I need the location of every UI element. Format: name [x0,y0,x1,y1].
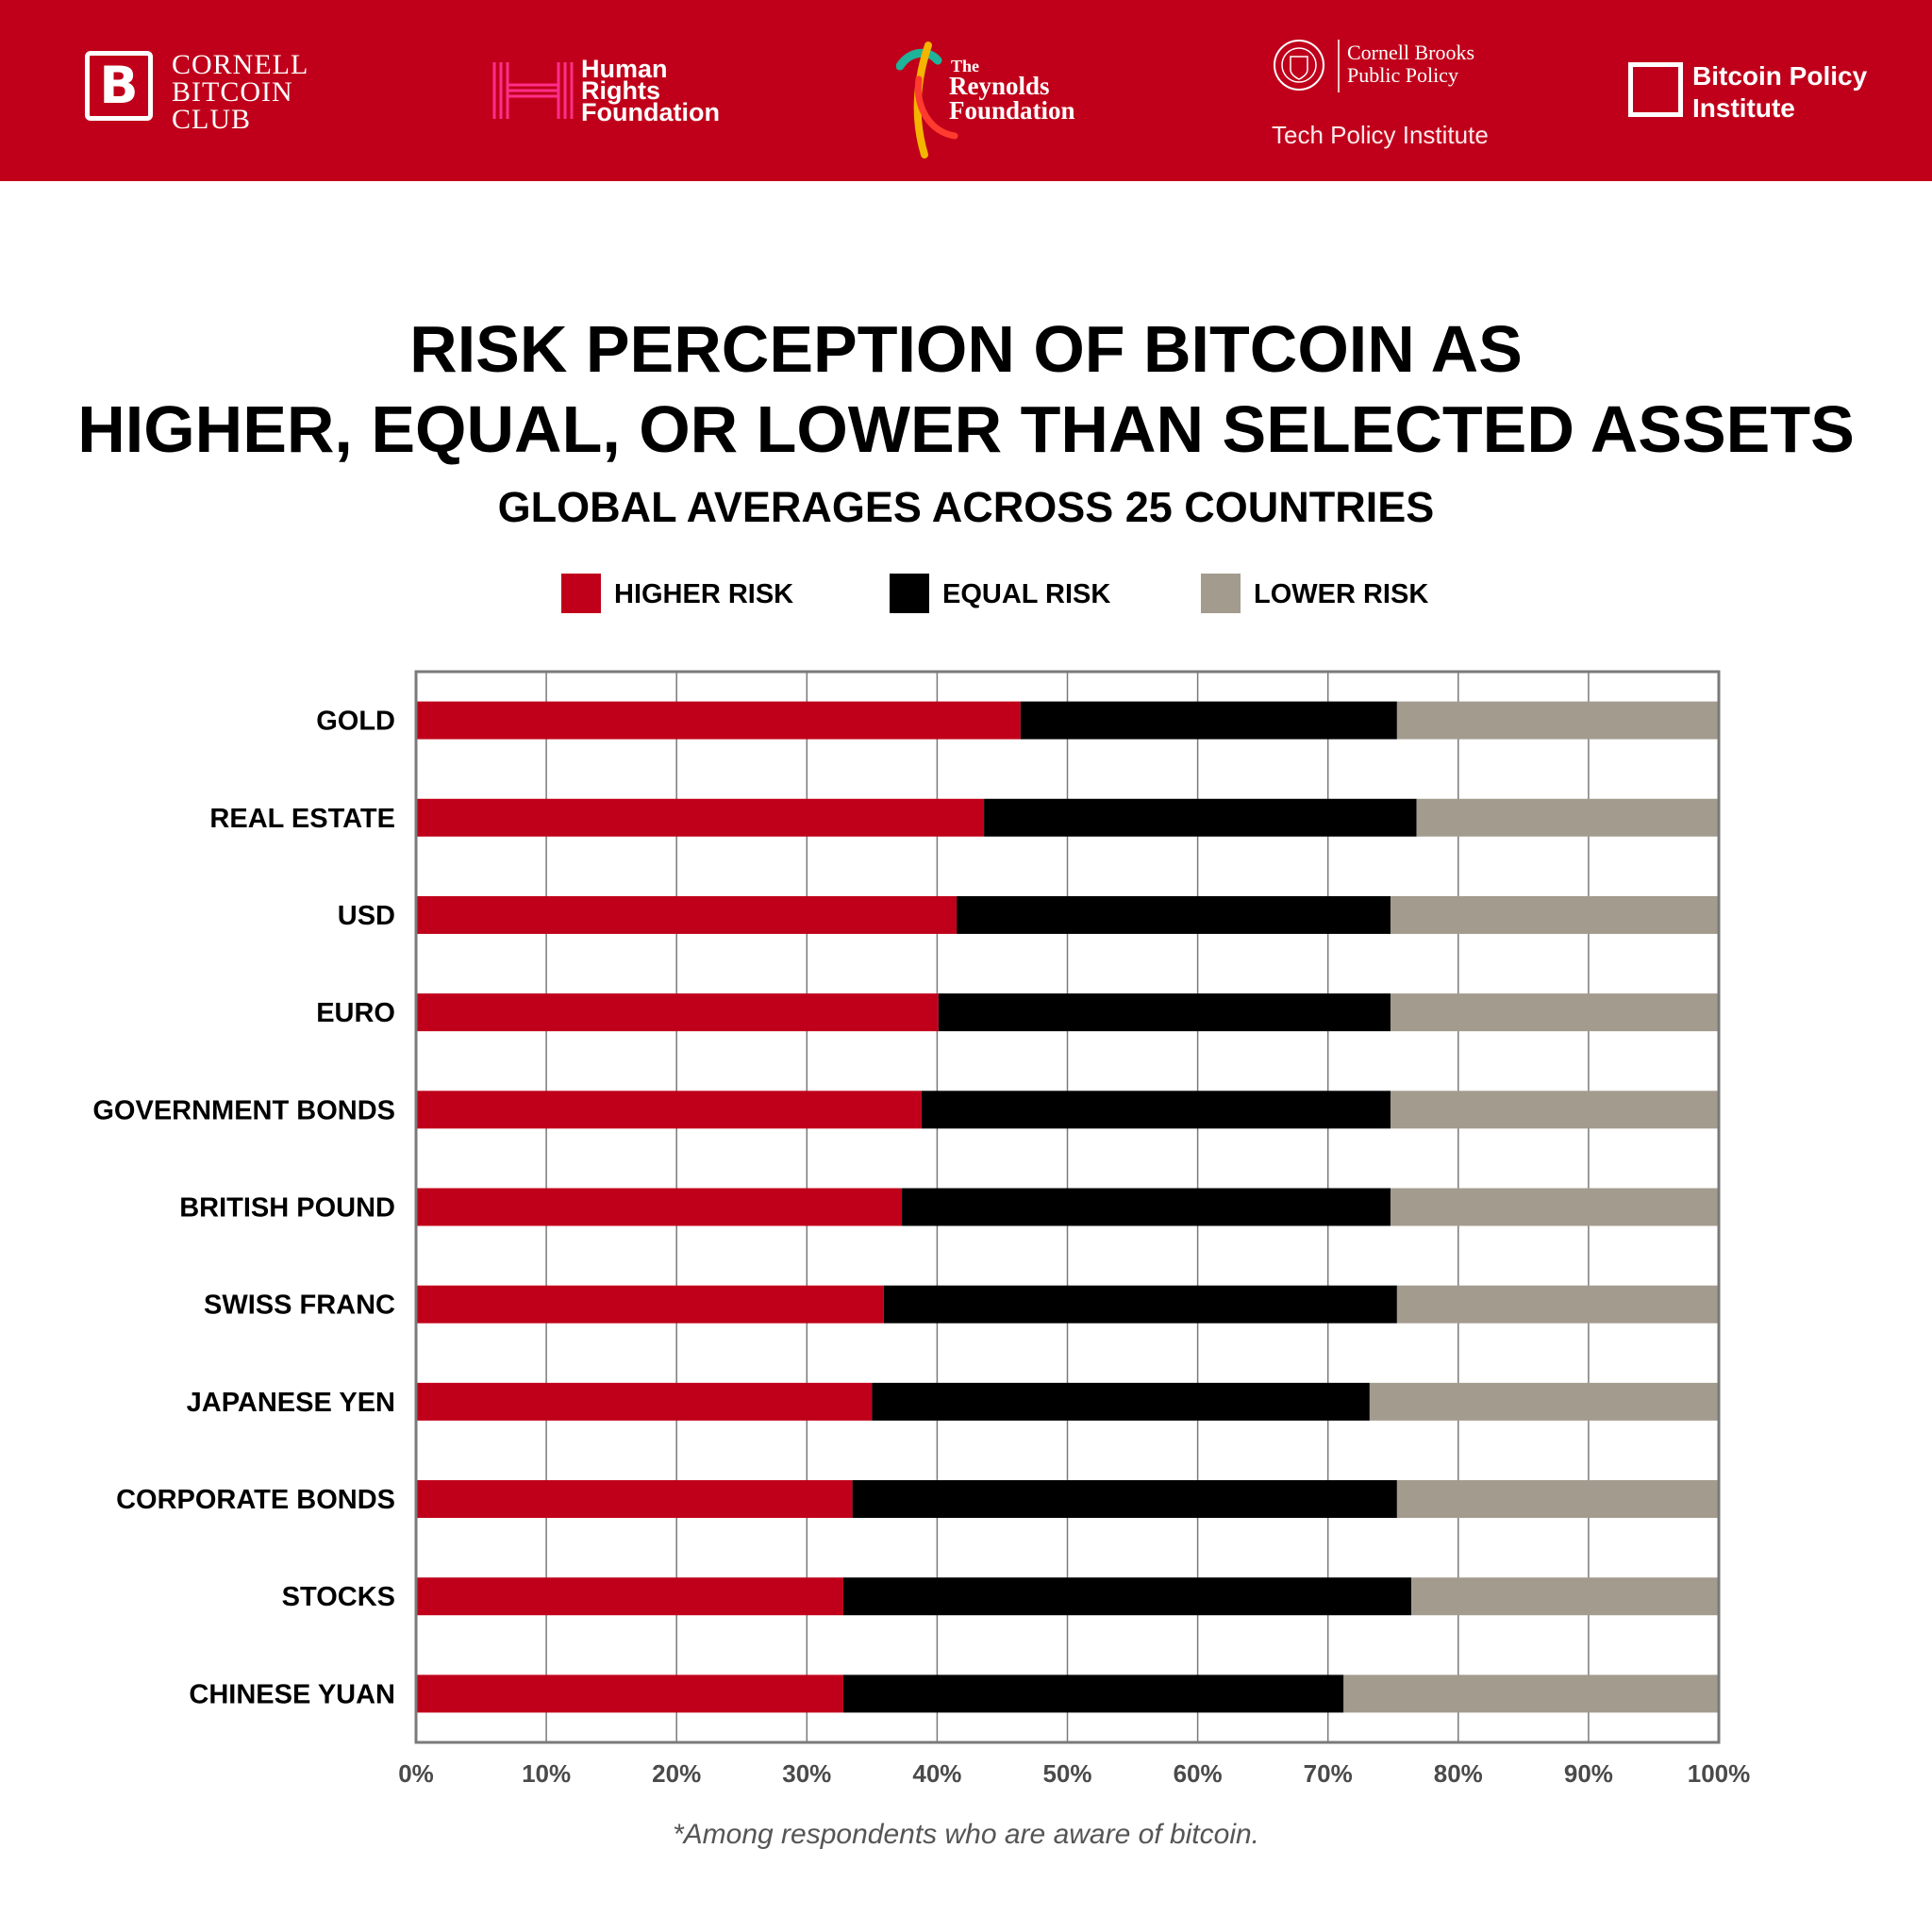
bar-chinese-yuan-higher-risk [416,1674,843,1713]
bar-corporate-bonds-higher-risk [416,1480,853,1519]
x-tick-label: 30% [782,1759,831,1788]
x-tick-label: 100% [1688,1759,1751,1788]
bar-government-bonds-equal-risk [921,1091,1391,1129]
bar-corporate-bonds-lower-risk [1396,1480,1719,1519]
x-tick-label: 80% [1434,1759,1483,1788]
human-rights-foundation-name: Human Rights Foundation [581,55,720,126]
bar-real-estate-equal-risk [984,798,1417,837]
hrf-h-icon [492,62,574,119]
bar-swiss-franc-higher-risk [416,1285,884,1324]
bar-swiss-franc-equal-risk [883,1285,1397,1324]
bar-usd-lower-risk [1390,895,1719,934]
category-label: BRITISH POUND [179,1193,395,1224]
brooks-divider [1338,40,1340,92]
bar-stocks-lower-risk [1411,1577,1719,1616]
category-label: SWISS FRANC [204,1291,395,1321]
bar-japanese-yen-equal-risk [872,1382,1370,1421]
footnote: *Among respondents who are aware of bitc… [672,1819,1260,1850]
x-tick-label: 60% [1174,1759,1223,1788]
bar-japanese-yen-lower-risk [1369,1382,1719,1421]
bar-euro-equal-risk [938,993,1391,1032]
square-outline-icon [1628,62,1683,117]
legend-swatch-higher-risk [561,574,601,613]
bar-swiss-franc-lower-risk [1396,1285,1719,1324]
cornell-brooks-name: Cornell Brooks Public Policy [1347,41,1475,87]
bar-british-pound-higher-risk [416,1188,903,1226]
bar-british-pound-equal-risk [902,1188,1391,1226]
category-label: CHINESE YUAN [189,1679,395,1709]
category-label: REAL ESTATE [209,804,395,834]
category-label: JAPANESE YEN [187,1388,395,1418]
bar-chinese-yuan-equal-risk [842,1674,1344,1713]
x-tick-label: 50% [1042,1759,1091,1788]
ribbon-icon [896,42,958,158]
cornell-seal-icon [1274,40,1324,91]
bar-stocks-equal-risk [842,1577,1412,1616]
legend-swatch-lower-risk [1201,574,1241,613]
bar-government-bonds-higher-risk [416,1091,922,1129]
bar-usd-equal-risk [957,895,1391,934]
bar-real-estate-lower-risk [1416,798,1719,837]
bar-real-estate-higher-risk [416,798,985,837]
bar-gold-equal-risk [1020,701,1397,740]
x-tick-label: 70% [1304,1759,1353,1788]
legend-label-equal-risk: EQUAL RISK [942,579,1111,609]
bar-british-pound-lower-risk [1390,1188,1719,1226]
x-tick-label: 40% [912,1759,961,1788]
reynolds-the-label: The [951,57,980,75]
bar-euro-higher-risk [416,993,939,1032]
bar-usd-higher-risk [416,895,958,934]
bar-japanese-yen-higher-risk [416,1382,873,1421]
bitcoin-policy-institute-name: Bitcoin Policy Institute [1692,61,1868,123]
x-tick-label: 20% [652,1759,701,1788]
bar-corporate-bonds-equal-risk [852,1480,1397,1519]
category-label: GOVERNMENT BONDS [92,1095,395,1125]
legend-label-lower-risk: LOWER RISK [1254,579,1429,609]
category-label: CORPORATE BONDS [116,1485,395,1515]
header-banner: B CORNELL BITCOIN CLUB Human Rights Foun… [0,0,1932,181]
bar-euro-lower-risk [1390,993,1719,1032]
tech-policy-institute-label: Tech Policy Institute [1272,121,1489,149]
chart-subtitle: GLOBAL AVERAGES ACROSS 25 COUNTRIES [497,483,1435,531]
category-label: USD [338,901,395,931]
bar-government-bonds-lower-risk [1390,1091,1719,1129]
bar-gold-higher-risk [416,701,1021,740]
legend-label-higher-risk: HIGHER RISK [614,579,794,609]
legend-swatch-equal-risk [890,574,929,613]
plot-frame [414,670,1721,1744]
x-tick-label: 90% [1564,1759,1613,1788]
x-tick-label: 0% [398,1759,434,1788]
bitcoin-b-icon: B [85,51,153,121]
category-label: EURO [316,998,395,1028]
cornell-bitcoin-club-name: CORNELL BITCOIN CLUB [172,49,309,135]
bar-chinese-yuan-lower-risk [1343,1674,1719,1713]
x-tick-label: 10% [522,1759,571,1788]
bar-stocks-higher-risk [416,1577,843,1616]
bar-gold-lower-risk [1396,701,1719,740]
category-label: STOCKS [282,1582,395,1612]
reynolds-foundation-name: Reynolds Foundation [949,72,1075,125]
chart-title-line-2: HIGHER, EQUAL, OR LOWER THAN SELECTED AS… [77,392,1855,466]
category-label: GOLD [316,707,395,737]
chart-title-line-1: RISK PERCEPTION OF BITCOIN AS [409,312,1523,386]
